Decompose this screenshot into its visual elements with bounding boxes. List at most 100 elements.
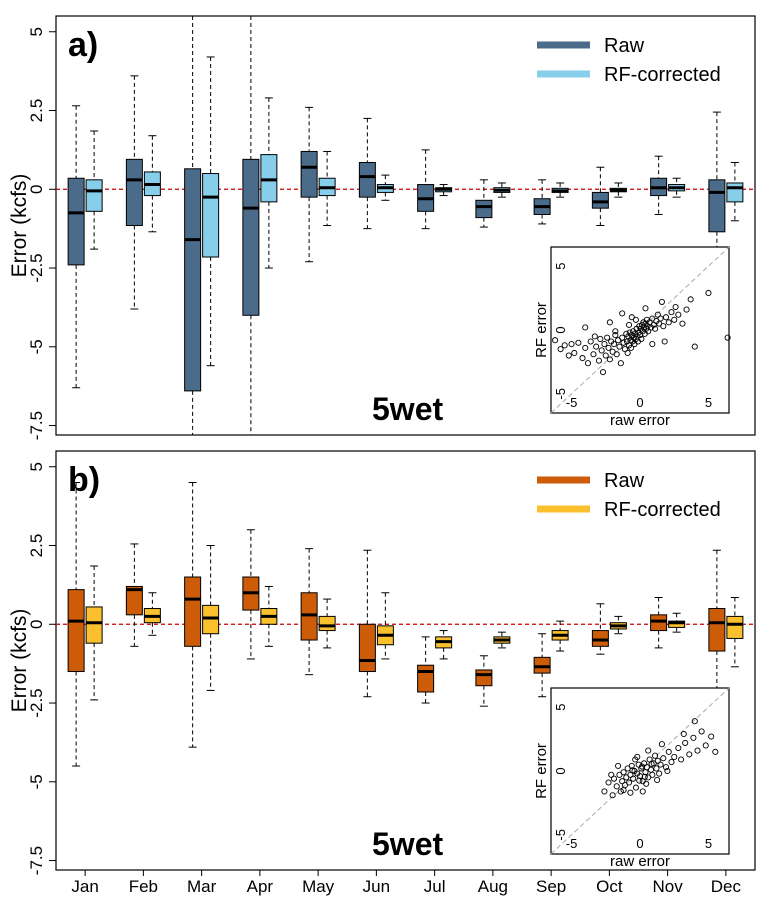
box-iqr (85, 606, 103, 644)
y-axis-title: Error (kcfs) (8, 609, 31, 713)
x-tick-label-nov: Nov (653, 877, 684, 896)
inset-point (657, 761, 664, 768)
inset-point (639, 763, 646, 770)
box-mar-raw (184, 482, 202, 748)
box-iqr (591, 191, 609, 209)
legend-label: RF-corrected (604, 64, 721, 86)
box-nov-raw (650, 155, 668, 215)
box-iqr (125, 158, 143, 226)
inset-point (671, 753, 678, 761)
inset-point (653, 765, 660, 772)
inset-point (671, 316, 678, 323)
y-tick-label: -7.5 (27, 846, 46, 875)
box-oct-rf-corrected (609, 615, 627, 635)
box-jul-raw (417, 149, 435, 230)
inset-point (579, 355, 586, 362)
x-tick-label-aug: Aug (478, 877, 508, 896)
x-tick-label-jan: Jan (71, 877, 98, 896)
inset-y-tick-label: 5 (553, 704, 568, 711)
inset-point (620, 787, 627, 794)
month-axis: Jan Feb Mar Apr May Jun Jul Aug Sep Oct Nov Dec (71, 870, 741, 896)
box-aug-raw (475, 179, 493, 228)
box-iqr (85, 179, 103, 212)
dataset-annotation: 5wet (372, 826, 443, 862)
inset-point (661, 338, 668, 345)
inset-point (615, 762, 622, 769)
inset-point (597, 335, 604, 342)
inset-point (604, 334, 611, 341)
inset-point (639, 788, 646, 795)
inset-point (657, 315, 664, 322)
legend-label: Raw (604, 470, 645, 492)
inset-point (691, 718, 698, 725)
inset-scatter: -5 0 5 -5 0 5 raw error RF error (533, 687, 730, 870)
inset-y-tick-label: 0 (553, 326, 568, 333)
box-iqr (726, 615, 744, 639)
inset-point (638, 335, 645, 342)
box-iqr (260, 154, 278, 203)
box-oct-raw (591, 603, 609, 655)
inset-x-tick-label: -5 (566, 395, 578, 410)
box-jan-raw (67, 482, 85, 767)
inset-point (617, 360, 624, 367)
panel-a: 5 2.5 0 -2.5 -5 -7.5 Error (kcfs) a) 5wet Raw RF-c… (8, 15, 756, 440)
inset-point (590, 351, 597, 358)
inset-point (608, 771, 615, 778)
inset-x-axis-title: raw error (610, 412, 670, 429)
box-dec-rf-corrected (726, 596, 744, 668)
inset-point (664, 767, 671, 775)
box-sep-raw (533, 633, 551, 698)
inset-point (612, 328, 619, 335)
x-tick-label-jun: Jun (363, 877, 390, 896)
inset-point (565, 352, 572, 359)
inset-point (675, 311, 682, 318)
inset-point (658, 298, 665, 305)
inset-point (609, 792, 616, 799)
box-mar-raw (184, 15, 202, 435)
x-tick-label-dec: Dec (711, 877, 742, 896)
box-apr-rf-corrected (260, 585, 278, 647)
inset-point (660, 755, 667, 762)
x-tick-label-apr: Apr (247, 877, 274, 896)
y-tick-label: 0 (27, 185, 46, 194)
y-tick-label: 2.5 (27, 99, 46, 123)
y-tick-label: 5 (27, 27, 46, 36)
box-iqr (726, 182, 744, 203)
inset-point (601, 340, 608, 348)
box-aug-raw (475, 655, 493, 707)
box-iqr (242, 158, 260, 316)
inset-point (648, 760, 655, 768)
box-iqr (67, 177, 85, 266)
box-jun-raw (358, 117, 376, 230)
box-may-rf-corrected (318, 150, 336, 226)
box-jan-rf-corrected (85, 565, 103, 701)
box-apr-raw (242, 15, 260, 435)
box-oct-rf-corrected (609, 182, 627, 198)
y-tick-label: -2.5 (27, 253, 46, 282)
box-iqr (318, 615, 336, 632)
x-tick-label-sep: Sep (536, 877, 566, 896)
inset-point (656, 770, 663, 777)
box-iqr (358, 623, 376, 673)
box-apr-rf-corrected (260, 97, 278, 269)
box-iqr (184, 168, 202, 392)
inset-point (636, 777, 643, 784)
box-iqr (358, 161, 376, 198)
inset-point (625, 321, 633, 328)
box-feb-rf-corrected (143, 592, 161, 636)
inset-x-tick-label: 5 (705, 836, 712, 851)
inset-y-axis-title: RF error (533, 302, 550, 358)
inset-point (584, 360, 592, 367)
inset-point (606, 356, 613, 363)
inset-point (613, 783, 620, 790)
inset-point (591, 333, 598, 340)
inset-point (610, 340, 618, 348)
inset-point (687, 296, 694, 303)
box-oct-raw (591, 166, 609, 226)
inset-point (682, 739, 689, 746)
box-jan-rf-corrected (85, 130, 103, 250)
y-axis-title: Error (kcfs) (8, 174, 31, 278)
inset-y-tick-label: 0 (553, 767, 568, 774)
inset-point (708, 733, 715, 740)
